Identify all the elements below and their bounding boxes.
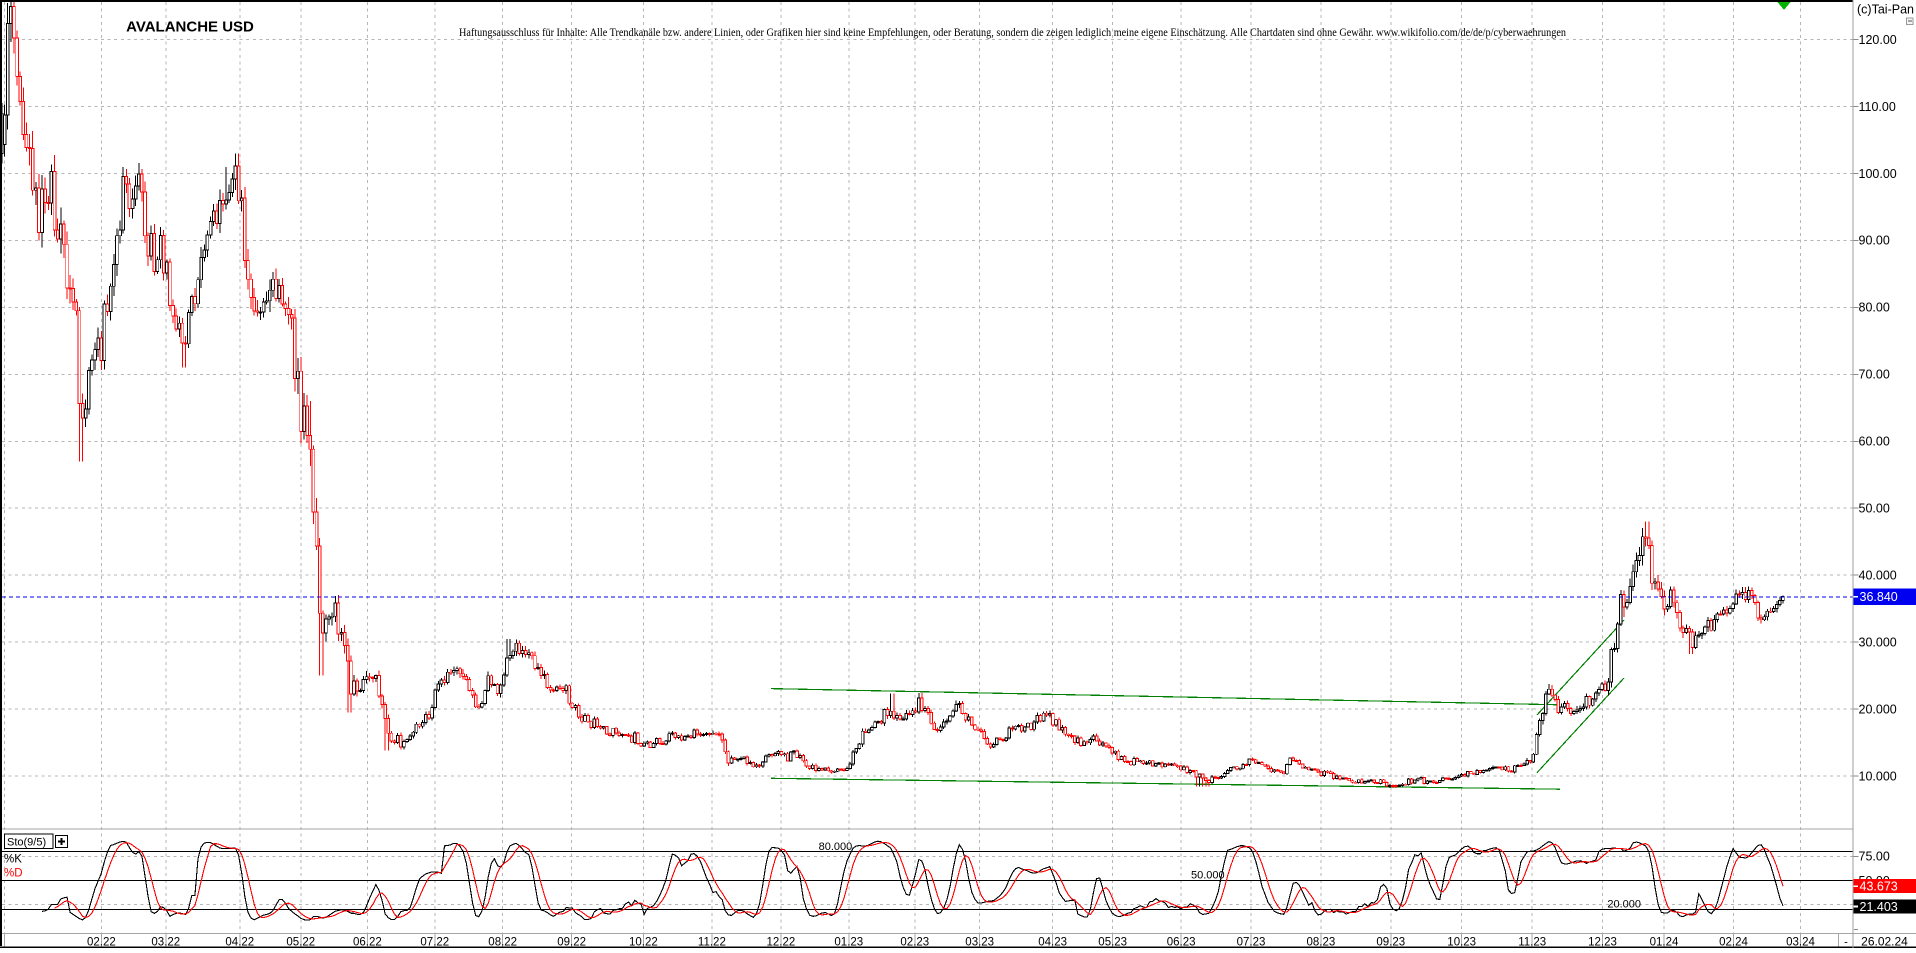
svg-text:AVALANCHE USD: AVALANCHE USD	[126, 19, 254, 36]
svg-text:90.00: 90.00	[1859, 234, 1890, 248]
svg-text:100.00: 100.00	[1859, 167, 1897, 181]
svg-text:01.24: 01.24	[1650, 936, 1679, 948]
svg-text:07.22: 07.22	[420, 936, 449, 948]
svg-text:50.000: 50.000	[1191, 870, 1225, 882]
svg-text:20.000: 20.000	[1859, 702, 1897, 716]
svg-text:50.00: 50.00	[1859, 502, 1890, 516]
svg-text:%K: %K	[4, 854, 22, 866]
svg-text:12.23: 12.23	[1588, 936, 1617, 948]
svg-text:06.23: 06.23	[1167, 936, 1196, 948]
svg-text:%D: %D	[4, 868, 23, 880]
svg-text:36.840: 36.840	[1860, 590, 1898, 604]
svg-text:70.00: 70.00	[1859, 368, 1890, 382]
svg-text:03.24: 03.24	[1786, 936, 1815, 948]
svg-text:110.00: 110.00	[1859, 100, 1896, 114]
svg-text:06.22: 06.22	[353, 936, 382, 948]
svg-text:04.23: 04.23	[1038, 936, 1067, 948]
svg-text:43.673: 43.673	[1860, 880, 1898, 894]
svg-text:12.22: 12.22	[767, 936, 796, 948]
svg-text:10.23: 10.23	[1447, 936, 1476, 948]
svg-text:21.403: 21.403	[1860, 900, 1898, 914]
svg-text:05.22: 05.22	[286, 936, 315, 948]
svg-text:01.23: 01.23	[834, 936, 863, 948]
svg-text:75.00: 75.00	[1859, 850, 1890, 864]
svg-text:Haftungsausschluss für Inhalte: Haftungsausschluss für Inhalte: Alle Tre…	[459, 25, 1566, 39]
svg-text:40.000: 40.000	[1859, 569, 1897, 583]
svg-text:80.00: 80.00	[1859, 301, 1890, 315]
svg-text:20.000: 20.000	[1607, 899, 1641, 911]
svg-text:Sto(9/5): Sto(9/5)	[7, 837, 46, 849]
svg-text:60.00: 60.00	[1859, 435, 1890, 449]
svg-text:03.22: 03.22	[151, 936, 180, 948]
svg-text:02.23: 02.23	[900, 936, 929, 948]
svg-text:-: -	[1844, 936, 1848, 948]
svg-text:(c)Tai-Pan: (c)Tai-Pan	[1857, 3, 1914, 17]
svg-text:120.00: 120.00	[1859, 33, 1897, 47]
svg-text:10.22: 10.22	[629, 936, 658, 948]
svg-text:30.000: 30.000	[1859, 635, 1897, 649]
svg-text:07.23: 07.23	[1237, 936, 1266, 948]
svg-text:05.23: 05.23	[1098, 936, 1127, 948]
svg-text:02.22: 02.22	[87, 936, 116, 948]
svg-text:03.23: 03.23	[965, 936, 994, 948]
svg-text:09.22: 09.22	[557, 936, 586, 948]
svg-text:80.000: 80.000	[819, 841, 853, 853]
svg-text:26.02.24: 26.02.24	[1861, 934, 1908, 948]
svg-text:02.24: 02.24	[1719, 936, 1748, 948]
svg-text:11.22: 11.22	[698, 936, 726, 948]
svg-text:11.23: 11.23	[1518, 936, 1546, 948]
svg-text:08.23: 08.23	[1307, 936, 1336, 948]
svg-text:04.22: 04.22	[225, 936, 254, 948]
svg-text:09.23: 09.23	[1376, 936, 1405, 948]
svg-text:08.22: 08.22	[488, 936, 517, 948]
svg-text:10.000: 10.000	[1859, 769, 1897, 783]
